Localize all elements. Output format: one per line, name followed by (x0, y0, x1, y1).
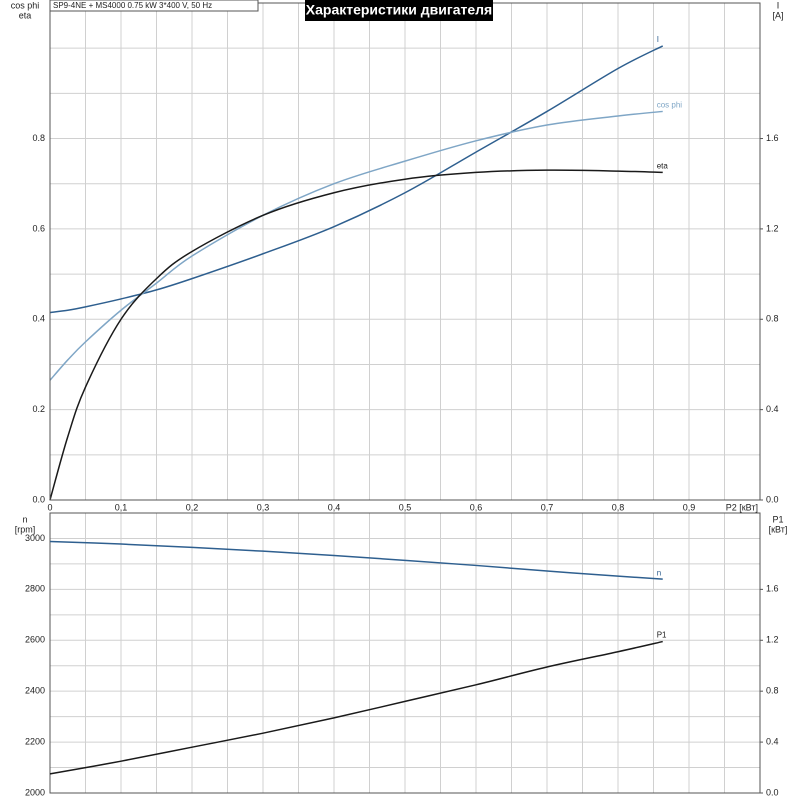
y-axis-label: eta (19, 10, 32, 20)
x-tick-label: 0,3 (257, 502, 270, 512)
curve (49, 640, 663, 775)
x-tick-label: 0,8 (612, 502, 625, 512)
y2-axis-label: P1 (772, 514, 783, 524)
y-axis-label: n (22, 514, 27, 524)
y-tick-label: 0.8 (32, 133, 45, 143)
y2-axis-label: [A] (772, 10, 783, 20)
curve-label: cos phi (657, 101, 683, 110)
y2-tick-label: 1.2 (766, 635, 779, 645)
y-tick-label: 2600 (25, 635, 45, 645)
x-tick-label: 0,6 (470, 502, 483, 512)
y2-axis-label: I (777, 0, 780, 10)
x-tick-label: 0,2 (186, 502, 199, 512)
y-axis-label: cos phi (11, 0, 40, 10)
curve (49, 540, 663, 580)
y-tick-label: 3000 (25, 533, 45, 543)
y-tick-label: 2000 (25, 787, 45, 797)
x-tick-label: 0,7 (541, 502, 554, 512)
y-tick-label: 0.0 (32, 494, 45, 504)
x-axis-label: P2 [кВт] (726, 502, 758, 512)
x-tick-label: 0 (47, 502, 52, 512)
header: SP9-4NE + MS4000 0.75 kW 3*400 V, 50 Hz (53, 1, 212, 10)
y-tick-label: 0.6 (32, 223, 45, 233)
x-tick-label: 0,1 (115, 502, 128, 512)
y-tick-label: 2400 (25, 686, 45, 696)
y-tick-label: 0.2 (32, 404, 45, 414)
x-tick-label: 0,9 (683, 502, 696, 512)
curve-label: P1 (657, 631, 667, 640)
curve (49, 169, 663, 501)
y-tick-label: 2800 (25, 584, 45, 594)
curve (49, 45, 664, 314)
curve-label: n (657, 568, 661, 577)
header-box (49, 0, 259, 12)
x-tick-label: 0,5 (399, 502, 412, 512)
y2-tick-label: 0.0 (766, 787, 779, 797)
y2-tick-label: 0.4 (766, 736, 779, 746)
x-tick-label: 0,4 (328, 502, 341, 512)
y2-tick-label: 0.0 (766, 494, 779, 504)
y-tick-label: 0.4 (32, 314, 45, 324)
y2-tick-label: 0.8 (766, 314, 779, 324)
y2-tick-label: 1.6 (766, 133, 779, 143)
y2-axis-label: [кВт] (769, 524, 788, 534)
curve-label: I (657, 35, 659, 44)
y-tick-label: 2200 (25, 736, 45, 746)
y2-tick-label: 0.8 (766, 686, 779, 696)
plot-frame (49, 512, 761, 794)
y2-tick-label: 1.6 (766, 584, 779, 594)
curve (49, 110, 663, 381)
curve-label: eta (657, 162, 669, 171)
title-box (305, 0, 493, 21)
y-axis-label: [rpm] (15, 524, 36, 534)
y2-tick-label: 1.2 (766, 223, 779, 233)
chart-title: Характеристики двигателя (306, 2, 492, 18)
y2-tick-label: 0.4 (766, 404, 779, 414)
